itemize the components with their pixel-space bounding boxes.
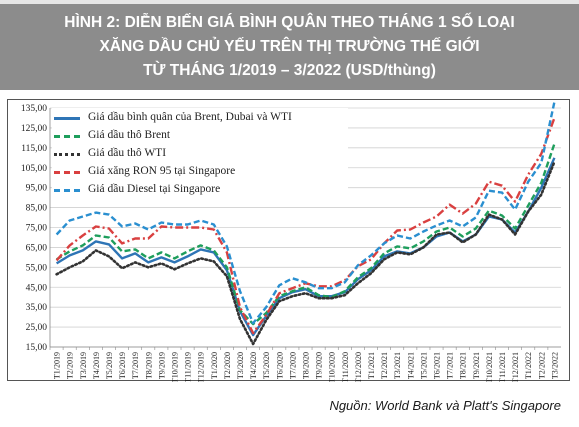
legend-label: Giá xăng RON 95 tại Singapore xyxy=(88,165,236,177)
x-tick-label: T11/2021 xyxy=(498,352,507,382)
legend-label: Giá dầu bình quân của Brent, Dubai và WT… xyxy=(88,111,292,123)
x-tick-label: T8/2019 xyxy=(144,352,153,379)
y-tick-label: 115,00 xyxy=(21,144,47,154)
x-tick-label: T9/2020 xyxy=(315,352,324,379)
x-tick-label: T1/2019 xyxy=(53,352,62,379)
x-tick-label: T1/2020 xyxy=(210,352,219,379)
x-tick-label: T6/2019 xyxy=(118,352,127,379)
x-tick-label: T4/2021 xyxy=(406,352,415,379)
x-tick-label: T8/2020 xyxy=(302,352,311,379)
title-banner: HÌNH 2: DIỄN BIẾN GIÁ BÌNH QUÂN THEO THÁ… xyxy=(0,4,579,90)
legend-item: Giá dầu bình quân của Brent, Dubai và WT… xyxy=(52,110,348,125)
x-tick-label: T3/2022 xyxy=(550,352,559,379)
legend-item: Giá dầu Diesel tại Singapore xyxy=(52,182,348,197)
x-tick-label: T4/2019 xyxy=(92,352,101,379)
y-tick-label: 45,00 xyxy=(26,283,48,293)
chart-title-line-2: XĂNG DẦU CHỦ YẾU TRÊN THỊ TRƯỜNG THẾ GIỚ… xyxy=(99,38,480,55)
y-tick-label: 55,00 xyxy=(26,263,48,273)
x-tick-label: T10/2019 xyxy=(170,352,179,382)
x-tick-label: T3/2021 xyxy=(393,352,402,379)
legend-swatch xyxy=(54,189,80,192)
legend-item: Giá dầu thô WTI xyxy=(52,146,348,161)
chart-legend: Giá dầu bình quân của Brent, Dubai và WT… xyxy=(52,108,348,202)
x-tick-label: T2/2021 xyxy=(380,352,389,379)
legend-swatch xyxy=(54,153,80,156)
chart-frame: 15,00 25,00 35,00 45,00 55,00 65,00 75,00 85,00… xyxy=(7,99,570,382)
legend-item: Giá dầu thô Brent xyxy=(52,128,348,143)
x-tick-label: T7/2019 xyxy=(131,352,140,379)
legend-label: Giá dầu thô Brent xyxy=(88,129,171,141)
y-tick-label: 95,00 xyxy=(26,184,48,194)
x-tick-label: T1/2022 xyxy=(524,352,533,379)
x-tick-label: T5/2019 xyxy=(105,352,114,379)
legend-item: Giá xăng RON 95 tại Singapore xyxy=(52,164,348,179)
y-tick-label: 135,00 xyxy=(21,104,47,114)
x-tick-label: T12/2019 xyxy=(197,352,206,382)
x-tick-label: T8/2021 xyxy=(459,352,468,379)
x-tick-label: T6/2020 xyxy=(275,352,284,379)
x-tick-label: T4/2020 xyxy=(249,352,258,379)
line-chart: 15,00 25,00 35,00 45,00 55,00 65,00 75,00 85,00… xyxy=(21,101,561,382)
source-note: Nguồn: World Bank và Platt's Singapore xyxy=(329,398,561,413)
x-tick-label: T5/2021 xyxy=(419,352,428,379)
y-tick-label: 125,00 xyxy=(21,124,47,134)
x-tick-label: T12/2020 xyxy=(354,352,363,382)
y-tick-label: 65,00 xyxy=(26,243,48,253)
x-tick-label: T9/2021 xyxy=(472,352,481,379)
y-tick-label: 75,00 xyxy=(26,224,48,234)
x-tick-label: T2/2019 xyxy=(66,352,75,379)
x-tick-label: T3/2019 xyxy=(79,352,88,379)
x-tick-label: T11/2019 xyxy=(184,352,193,382)
legend-swatch xyxy=(54,171,80,174)
x-tick-label: T7/2020 xyxy=(288,352,297,379)
x-tick-label: T11/2020 xyxy=(341,352,350,382)
y-tick-label: 35,00 xyxy=(26,303,48,313)
chart-title-line-1: HÌNH 2: DIỄN BIẾN GIÁ BÌNH QUÂN THEO THÁ… xyxy=(64,14,515,31)
chart-title-line-3: TỪ THÁNG 1/2019 – 3/2022 (USD/thùng) xyxy=(143,62,436,79)
x-tick-label: T10/2020 xyxy=(328,352,337,382)
x-tick-label: T12/2021 xyxy=(511,352,520,382)
x-tick-label: T9/2019 xyxy=(157,352,166,379)
series-line-5 xyxy=(55,101,556,325)
y-tick-label: 25,00 xyxy=(26,323,48,333)
x-tick-label: T2/2022 xyxy=(537,352,546,379)
top-strip xyxy=(0,0,579,4)
y-tick-label: 105,00 xyxy=(21,164,47,174)
legend-label: Giá dầu thô WTI xyxy=(88,147,167,159)
legend-label: Giá dầu Diesel tại Singapore xyxy=(88,183,221,195)
series-line-3 xyxy=(55,160,556,346)
x-tick-label: T10/2021 xyxy=(485,352,494,382)
x-tick-label: T5/2020 xyxy=(262,352,271,379)
x-tick-label: T1/2021 xyxy=(367,352,376,379)
legend-swatch xyxy=(54,117,80,120)
x-tick-label: T7/2021 xyxy=(446,352,455,379)
x-tick-label: T6/2021 xyxy=(433,352,442,379)
x-tick-label: T2/2020 xyxy=(223,352,232,379)
x-tick-label: T3/2020 xyxy=(236,352,245,379)
y-tick-label: 85,00 xyxy=(26,204,48,214)
y-tick-label: 15,00 xyxy=(26,343,48,353)
legend-swatch xyxy=(54,135,80,138)
